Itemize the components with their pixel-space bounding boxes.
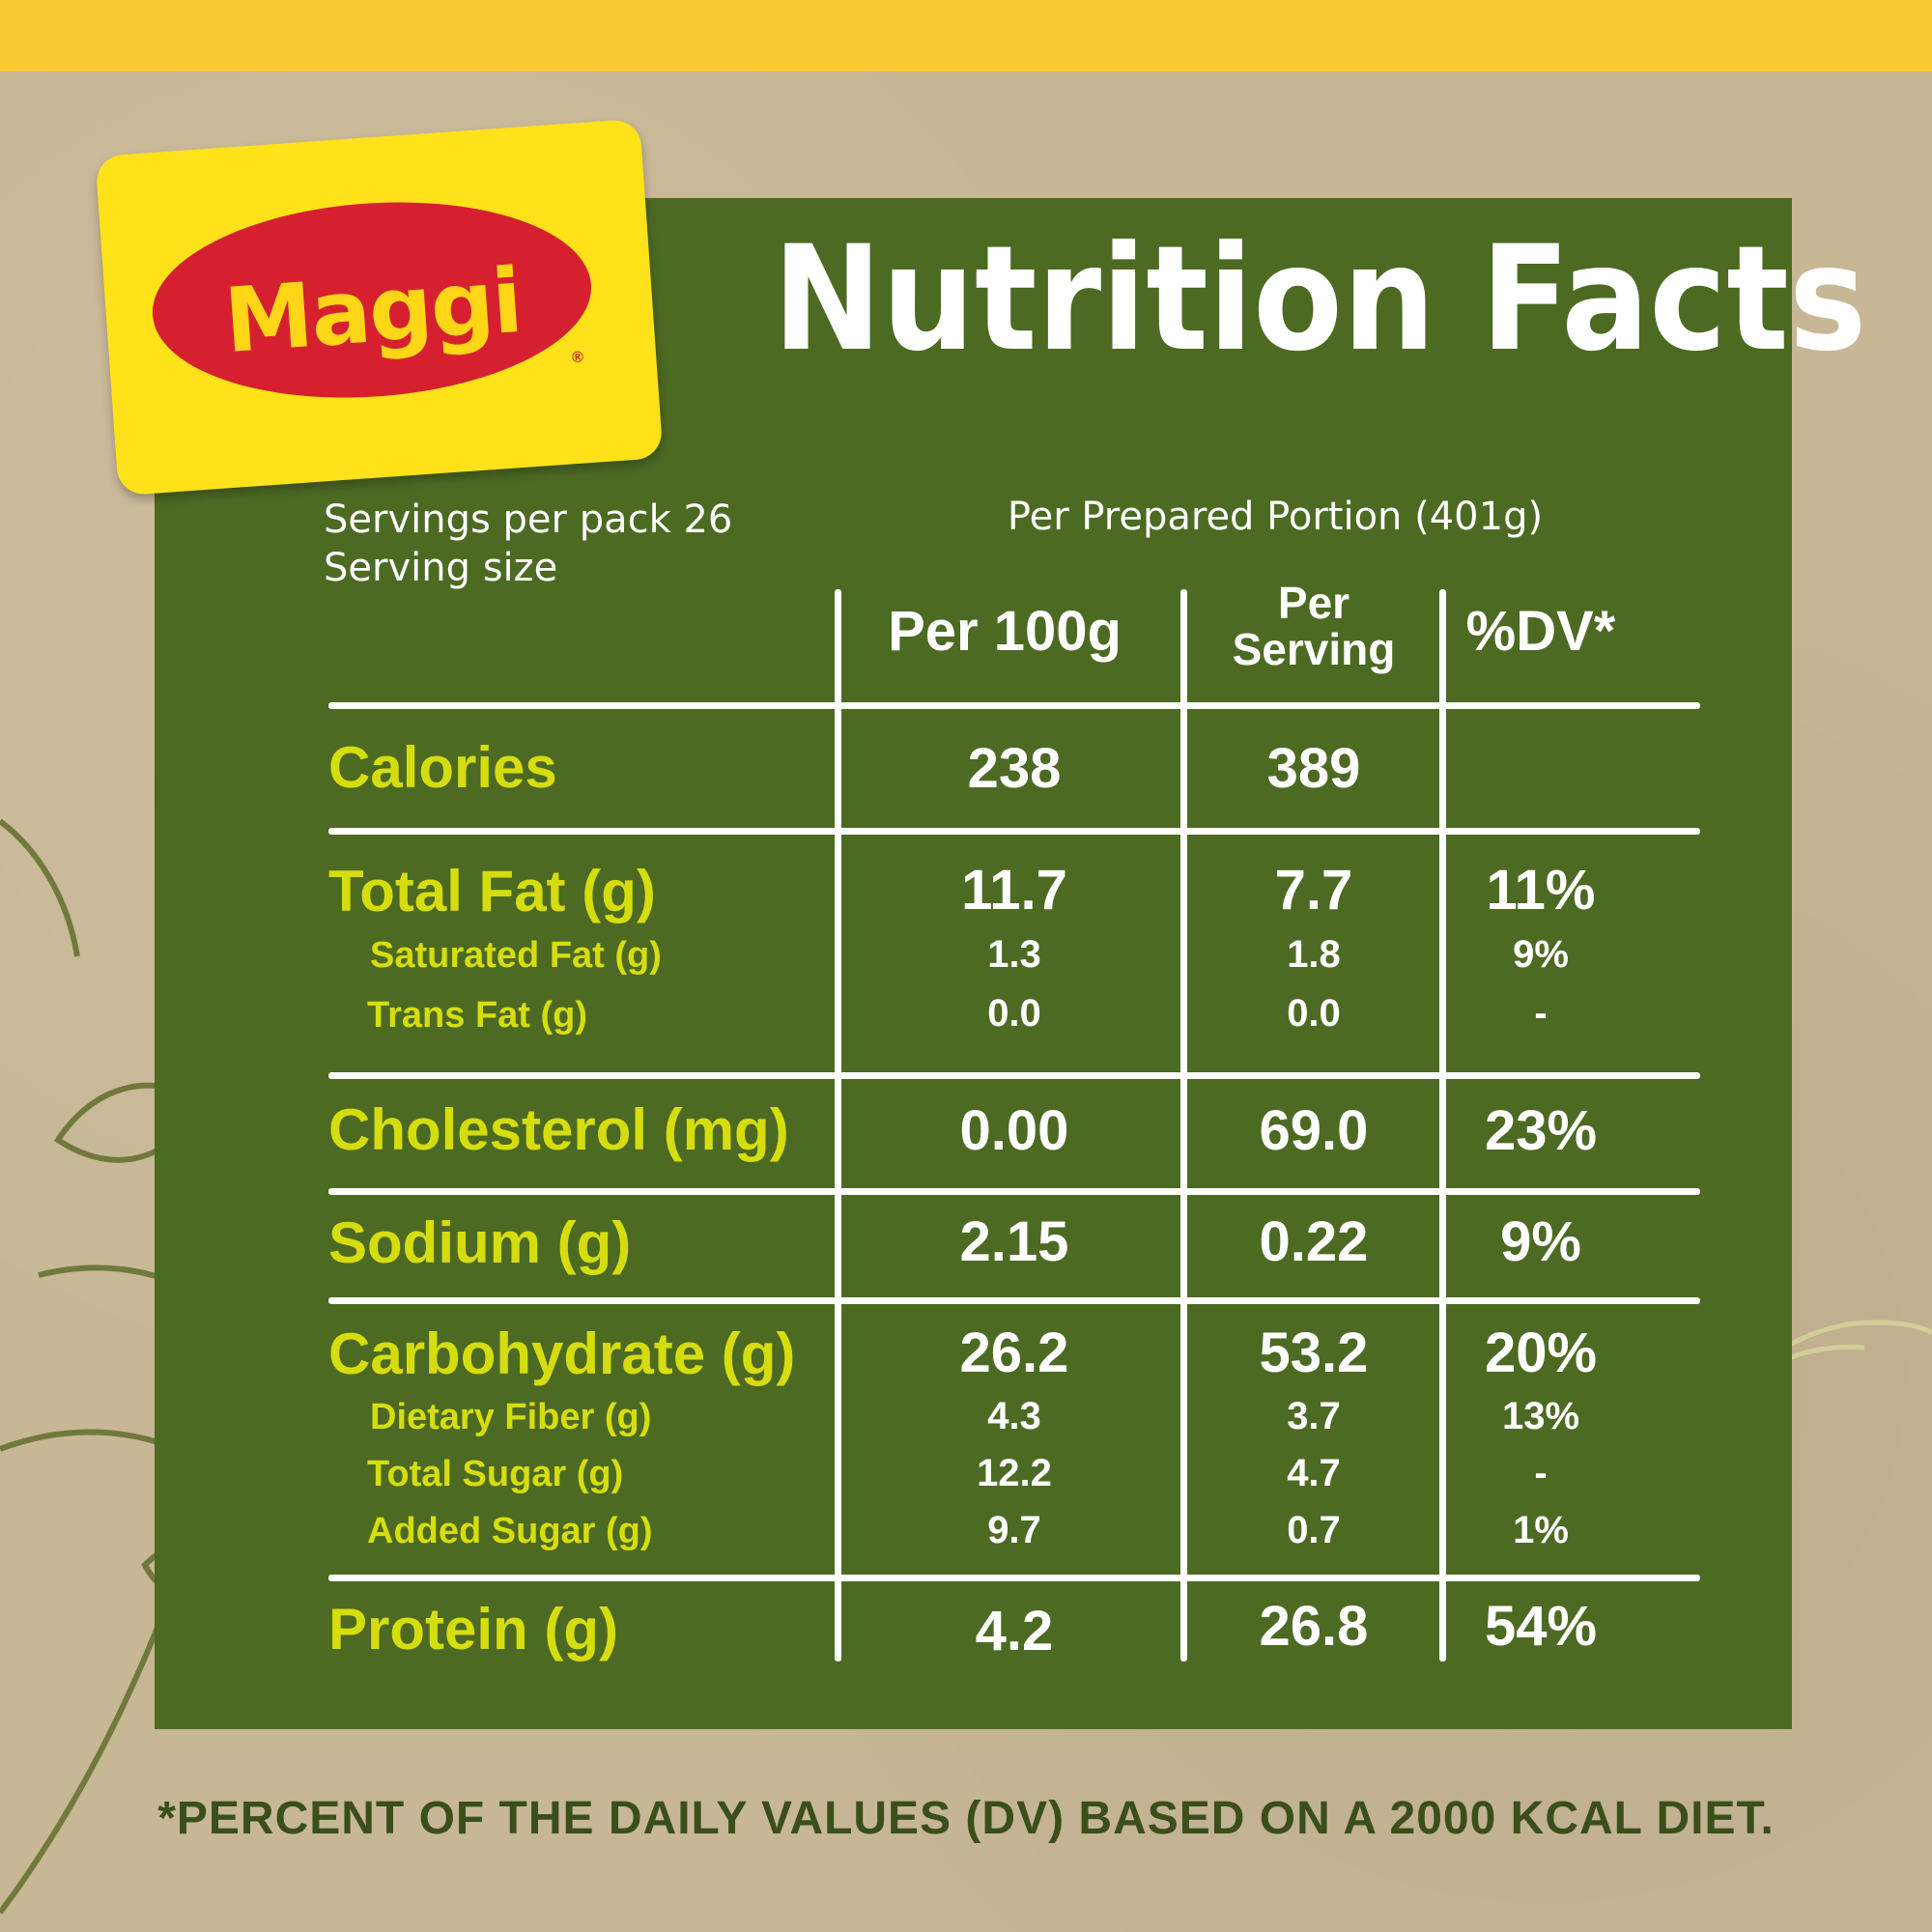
row-divider-cholesterol [328, 1188, 1700, 1195]
value-total-sugar-per100: 12.2 [977, 1452, 1052, 1494]
column-divider-1 [835, 589, 841, 1662]
value-sodium-dv: 9% [1500, 1210, 1581, 1273]
value-total-fat-dv: 11% [1486, 859, 1596, 922]
logo-wordmark: Maggi [220, 248, 525, 374]
daily-value-footnote: *PERCENT OF THE DAILY VALUES (DV) BASED … [157, 1793, 1775, 1844]
value-added-sugar-dv: 1% [1513, 1509, 1569, 1551]
value-carbohydrate-serving: 53.2 [1259, 1321, 1369, 1384]
value-added-sugar-per100: 9.7 [987, 1509, 1041, 1551]
row-divider-calories [328, 828, 1700, 835]
value-dietary-fiber-per100: 4.3 [987, 1395, 1041, 1437]
value-dietary-fiber-dv: 13% [1501, 1395, 1580, 1437]
row-label-saturated-fat: Saturated Fat (g) [370, 935, 662, 976]
value-carbohydrate-dv: 20% [1484, 1321, 1598, 1384]
value-calories-serving: 389 [1266, 737, 1361, 800]
value-saturated-fat-per100: 1.3 [987, 933, 1041, 976]
value-total-fat-serving: 7.7 [1274, 859, 1353, 922]
maggi-logo: Maggi ® [95, 118, 664, 497]
column-divider-3 [1439, 589, 1446, 1662]
value-cholesterol-dv: 23% [1484, 1099, 1598, 1162]
value-total-fat-per100: 11.7 [961, 859, 1067, 922]
value-trans-fat-serving: 0.0 [1287, 992, 1341, 1035]
row-label-total-fat: Total Fat (g) [328, 859, 656, 923]
row-divider-fat [328, 1072, 1700, 1079]
value-sodium-per100: 2.15 [959, 1210, 1069, 1273]
registered-mark: ® [571, 349, 584, 367]
row-label-trans-fat: Trans Fat (g) [367, 995, 588, 1036]
value-calories-per100: 238 [967, 737, 1062, 800]
value-saturated-fat-dv: 9% [1513, 933, 1569, 976]
per-serving-line2: Serving [1232, 624, 1396, 674]
portion-header: Per Prepared Portion (401g) [1007, 495, 1544, 539]
row-label-total-sugar: Total Sugar (g) [367, 1454, 624, 1494]
column-header-per-serving: Per Serving [1188, 580, 1439, 672]
column-header-per100: Per 100g [888, 600, 1122, 663]
column-divider-2 [1180, 589, 1187, 1662]
value-carbohydrate-per100: 26.2 [959, 1321, 1069, 1384]
value-saturated-fat-serving: 1.8 [1287, 933, 1341, 976]
serving-size: Serving size [324, 546, 558, 590]
value-protein-per100: 4.2 [975, 1600, 1054, 1662]
row-label-carbohydrate: Carbohydrate (g) [328, 1321, 796, 1386]
value-dietary-fiber-serving: 3.7 [1287, 1395, 1341, 1437]
value-sodium-serving: 0.22 [1259, 1210, 1369, 1273]
row-label-sodium: Sodium (g) [328, 1210, 632, 1275]
top-yellow-band [0, 0, 1932, 71]
value-cholesterol-serving: 69.0 [1259, 1099, 1369, 1162]
row-divider-carbohydrate [328, 1575, 1700, 1581]
value-total-sugar-dv: - [1534, 1452, 1548, 1494]
row-label-calories: Calories [328, 735, 557, 800]
per-serving-line1: Per [1277, 578, 1350, 628]
value-protein-serving: 26.8 [1259, 1595, 1369, 1658]
value-total-sugar-serving: 4.7 [1287, 1452, 1341, 1494]
servings-per-pack: Servings per pack 26 [324, 497, 733, 542]
column-header-dv: %DV* [1465, 600, 1616, 663]
row-divider-sodium [328, 1297, 1700, 1304]
row-label-protein: Protein (g) [328, 1597, 618, 1662]
value-trans-fat-dv: - [1534, 992, 1548, 1035]
value-added-sugar-serving: 0.7 [1287, 1509, 1341, 1551]
row-label-dietary-fiber: Dietary Fiber (g) [370, 1397, 652, 1437]
value-protein-dv: 54% [1484, 1595, 1598, 1658]
logo-red-oval: Maggi [146, 187, 598, 412]
page-title: Nutrition Facts [773, 215, 1867, 384]
row-label-cholesterol: Cholesterol (mg) [328, 1097, 789, 1162]
row-label-added-sugar: Added Sugar (g) [367, 1511, 653, 1551]
value-cholesterol-per100: 0.00 [959, 1099, 1069, 1162]
row-divider-header [328, 702, 1700, 709]
value-trans-fat-per100: 0.0 [987, 992, 1041, 1035]
